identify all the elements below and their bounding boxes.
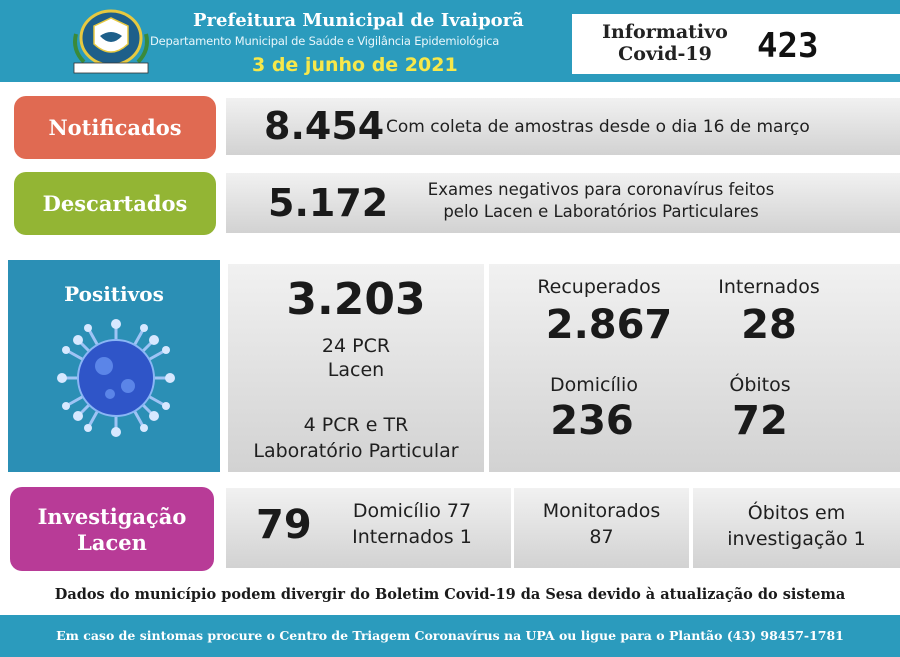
prefecture-title: Prefeitura Municipal de Ivaiporã xyxy=(193,10,524,31)
monitorados-panel: Monitorados 87 xyxy=(514,488,689,568)
positivos-total-panel: 3.203 24 PCR Lacen 4 PCR e TR Laboratóri… xyxy=(228,264,484,472)
municipal-seal-icon xyxy=(73,9,149,74)
bulletin-label-line2: Covid-19 xyxy=(618,43,712,65)
monitorados-label: Monitorados xyxy=(542,500,661,522)
internados-value: 28 xyxy=(741,302,797,348)
footer-text: Em caso de sintomas procure o Centro de … xyxy=(56,628,844,643)
notificados-value: 8.454 xyxy=(264,104,385,148)
investigacao-badge: Investigação Lacen xyxy=(10,487,214,571)
positivos-breakdown-panel: Recuperados 2.867 Internados 28 Domicíli… xyxy=(489,264,900,472)
recuperados-label: Recuperados xyxy=(537,276,661,298)
positivos-lacen-line2: Lacen xyxy=(327,359,385,381)
positivos-particular-line1: 4 PCR e TR xyxy=(303,414,409,436)
domicilio-label: Domicílio xyxy=(550,374,638,396)
descartados-description-line1: Exames negativos para coronavírus feitos xyxy=(427,180,775,199)
bulletin-date: 3 de junho de 2021 xyxy=(252,54,458,76)
notificados-badge: Notificados xyxy=(14,96,216,159)
notificados-description: Com coleta de amostras desde o dia 16 de… xyxy=(386,117,810,137)
bulletin-label-line1: Informativo xyxy=(602,21,728,43)
investigacao-label-line2: Lacen xyxy=(77,530,147,555)
positivos-label: Positivos xyxy=(64,282,164,306)
obitos-investigacao-panel: Óbitos em investigação 1 xyxy=(693,488,900,568)
footer-banner: Em caso de sintomas procure o Centro de … xyxy=(0,615,900,657)
investigacao-total-panel: 79 Domicílio 77 Internados 1 xyxy=(226,488,511,568)
obitos-investigacao: Óbitos em investigação 1 xyxy=(693,500,900,552)
bulletin-number: 423 xyxy=(757,26,819,66)
internados-label: Internados xyxy=(718,276,820,298)
disclaimer-text: Dados do município podem divergir do Bol… xyxy=(54,586,846,603)
notificados-panel: 8.454 Com coleta de amostras desde o dia… xyxy=(226,98,900,155)
positivos-total-value: 3.203 xyxy=(286,274,426,325)
obitos-value: 72 xyxy=(732,398,788,444)
bulletin-label: Informativo Covid-19 xyxy=(590,21,740,65)
bulletin-info-box: Informativo Covid-19 423 xyxy=(572,14,900,74)
positivos-particular-line2: Laboratório Particular xyxy=(253,440,459,462)
descartados-description-line2: pelo Lacen e Laboratórios Particulares xyxy=(443,202,759,221)
positivos-panel: Positivos xyxy=(8,260,220,472)
obitos-investigacao-line1: Óbitos em xyxy=(747,502,846,524)
positivos-lacen: 24 PCR Lacen xyxy=(228,334,484,382)
investigacao-total-value: 79 xyxy=(256,502,312,548)
obitos-investigacao-line2: investigação 1 xyxy=(727,528,866,550)
department-name: Departamento Municipal de Saúde e Vigilâ… xyxy=(150,34,500,48)
coronavirus-icon xyxy=(57,319,175,437)
recuperados-value: 2.867 xyxy=(545,302,673,348)
descartados-badge: Descartados xyxy=(14,172,216,235)
domicilio-value: 236 xyxy=(550,398,634,444)
descartados-description: Exames negativos para coronavírus feitos… xyxy=(406,179,796,223)
investigacao-label-line1: Investigação xyxy=(37,504,187,529)
descartados-value: 5.172 xyxy=(268,181,389,225)
obitos-label: Óbitos xyxy=(729,374,791,396)
investigacao-split: Domicílio 77 Internados 1 xyxy=(322,498,502,550)
monitorados-value: 87 xyxy=(589,526,614,548)
investigacao-internados: Internados 1 xyxy=(352,526,472,548)
positivos-particular: 4 PCR e TR Laboratório Particular xyxy=(228,412,484,464)
positivos-lacen-line1: 24 PCR xyxy=(321,335,391,357)
descartados-panel: 5.172 Exames negativos para coronavírus … xyxy=(226,173,900,233)
investigacao-domicilio: Domicílio 77 xyxy=(352,500,472,522)
header-banner: Prefeitura Municipal de Ivaiporã Departa… xyxy=(0,0,900,82)
monitorados: Monitorados 87 xyxy=(514,498,689,550)
